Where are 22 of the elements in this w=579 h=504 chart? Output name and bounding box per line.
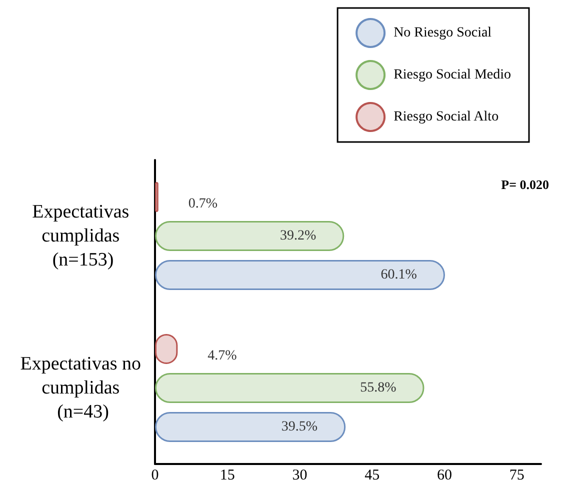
legend-label: No Riesgo Social [394,26,492,40]
annotation: P= 0.020 [501,177,550,192]
y-tick-label: Expectativas no cumplidas (n=43) [20,354,146,422]
x-tick-label: 30 [292,468,308,484]
data-label: 60.1% [380,268,418,282]
bar [155,260,445,290]
x-tick-label: 45 [364,468,380,484]
bar [155,412,346,442]
data-label: 39.2% [280,228,316,244]
bar [155,221,344,251]
legend-label: Riesgo Social Alto [394,110,499,124]
y-tick-label: Expectativas cumplidas (n=153) [32,202,134,270]
data-label: 0.7% [188,196,218,212]
x-tick-label: 60 [437,468,452,484]
x-tick-label: 15 [220,468,235,484]
x-tick-label: 0 [151,468,159,484]
data-label: 39.5% [281,420,318,434]
x-tick-label: 75 [509,468,524,484]
data-label: 4.7% [208,348,238,364]
legend-label: Riesgo Social Medio [394,68,512,82]
bar [155,373,424,403]
data-label: 55.8% [360,380,397,396]
